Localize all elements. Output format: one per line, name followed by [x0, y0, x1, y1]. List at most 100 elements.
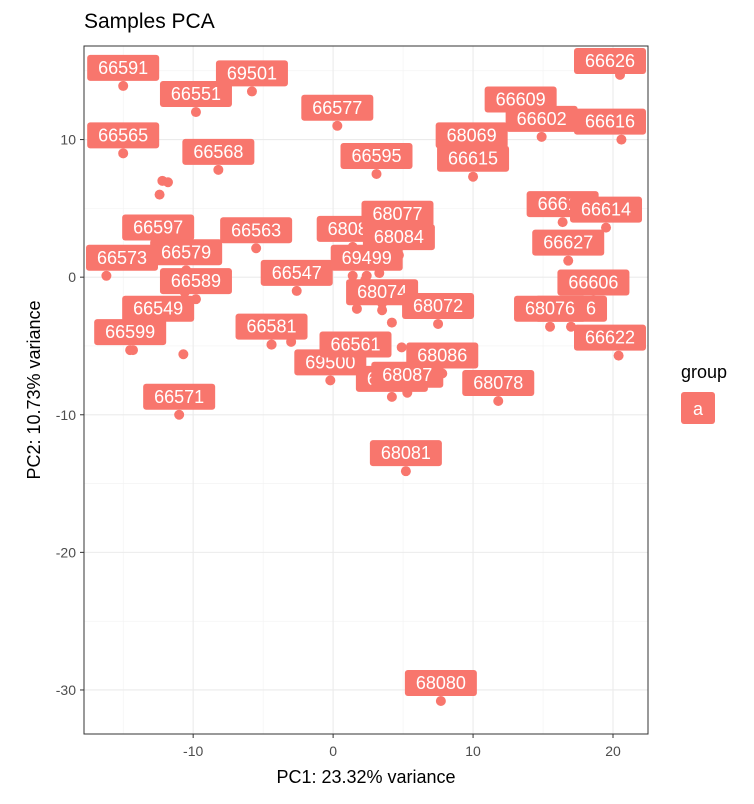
point-label-text: 68077 — [372, 204, 422, 224]
data-point — [325, 375, 336, 386]
point-label-box — [574, 48, 646, 74]
point-label-box — [557, 269, 630, 296]
data-point — [213, 164, 224, 175]
point-label: 68069 — [435, 122, 508, 149]
point-label-text: 66568 — [193, 142, 243, 162]
point-label-box — [505, 105, 578, 132]
data-point — [118, 80, 129, 91]
point-label-box — [369, 440, 442, 467]
point-label: 66591 — [87, 54, 160, 81]
data-point — [386, 391, 397, 402]
point-label-box — [319, 331, 392, 358]
point-label-text: 66627 — [543, 233, 593, 253]
point-label-text: 68076 — [525, 299, 575, 319]
point-label-text: 66551 — [171, 84, 221, 104]
data-point — [396, 342, 407, 353]
point-label: 68084 — [362, 224, 435, 251]
point-label-text: 68078 — [473, 373, 523, 393]
point-label-text: 68086 — [417, 345, 467, 365]
point-label-text: 68081 — [381, 443, 431, 463]
data-point — [601, 222, 612, 233]
chart-title: Samples PCA — [84, 10, 215, 33]
point-label: 66573 — [86, 244, 158, 271]
point-label-box — [122, 214, 195, 241]
point-label-box — [574, 108, 646, 135]
point-label-text: 66622 — [585, 328, 635, 348]
legend-key — [681, 392, 715, 424]
point-label-text: 66595 — [351, 146, 401, 166]
point-label: 66597 — [122, 214, 195, 241]
point-label-box — [404, 669, 477, 696]
point-label: 68080 — [404, 669, 477, 696]
point-label: 68074 — [346, 279, 419, 306]
point-label-box — [159, 268, 232, 295]
point-label-box — [94, 319, 167, 346]
data-point — [468, 171, 479, 182]
point-label-box — [570, 196, 643, 223]
data-point — [291, 285, 302, 296]
y-tick-label: 10 — [60, 132, 76, 148]
point-label-text: 66571 — [154, 387, 204, 407]
y-tick-label: -30 — [56, 682, 76, 698]
x-tick-label: 20 — [605, 743, 621, 759]
point-label: 66616 — [574, 108, 646, 135]
point-label-box — [574, 324, 646, 351]
point-label: 66581 — [235, 313, 308, 340]
point-label: 66589 — [159, 268, 232, 295]
point-label: 66549 — [122, 295, 195, 322]
data-point — [566, 321, 577, 332]
point-label-box — [532, 229, 605, 256]
point-label-box — [362, 224, 435, 251]
data-point — [613, 350, 624, 361]
point-label: 66614 — [570, 196, 643, 223]
point-label-text: 66597 — [133, 218, 183, 238]
point-label-text: 66565 — [98, 125, 148, 145]
point-label-text: 66561 — [330, 334, 380, 354]
point-label: 66571 — [143, 383, 216, 410]
point-label: 66563 — [220, 217, 293, 244]
data-point — [433, 318, 444, 329]
point-label-box — [462, 370, 535, 397]
point-label-box — [235, 313, 308, 340]
x-tick-label: -10 — [183, 743, 203, 759]
point-label-box — [182, 138, 255, 165]
point-label-box — [340, 142, 413, 169]
point-label-box — [361, 200, 434, 227]
legend-key-label: a — [693, 399, 704, 419]
data-point — [246, 86, 257, 97]
point-label-box — [215, 60, 288, 87]
plot-panel-border — [83, 45, 649, 735]
data-point — [154, 189, 165, 200]
point-label-box — [86, 244, 158, 271]
point-label: 66568 — [182, 138, 255, 165]
data-point — [377, 305, 388, 316]
point-label-text: 69501 — [227, 63, 277, 83]
point-label-box — [159, 81, 232, 108]
data-point — [178, 349, 189, 360]
point-label-text: 66606 — [568, 273, 618, 293]
point-label-box — [437, 145, 510, 172]
data-point — [347, 270, 358, 281]
data-point — [266, 339, 277, 350]
point-label: 66595 — [340, 142, 413, 169]
y-tick-label: 0 — [68, 269, 76, 285]
point-label-text: 66573 — [97, 248, 147, 268]
point-label-text: 66616 — [585, 112, 635, 132]
point-label: 66547 — [260, 259, 333, 286]
point-label-box — [220, 217, 293, 244]
point-label: 66627 — [532, 229, 605, 256]
point-label-box — [346, 279, 419, 306]
x-axis-title: PC1: 23.32% variance — [276, 767, 455, 787]
point-label: 66626 — [574, 48, 646, 74]
point-label-box — [514, 295, 587, 322]
point-label: 68076 — [514, 295, 587, 322]
point-label: 66599 — [94, 319, 167, 346]
point-label: 66579 — [150, 239, 223, 266]
point-label-text: 66549 — [133, 299, 183, 319]
point-label-text: 68069 — [447, 125, 497, 145]
data-point — [101, 270, 112, 281]
point-label-text: 68074 — [357, 282, 407, 302]
point-label: 66561 — [319, 331, 392, 358]
point-label: 68078 — [462, 370, 535, 397]
